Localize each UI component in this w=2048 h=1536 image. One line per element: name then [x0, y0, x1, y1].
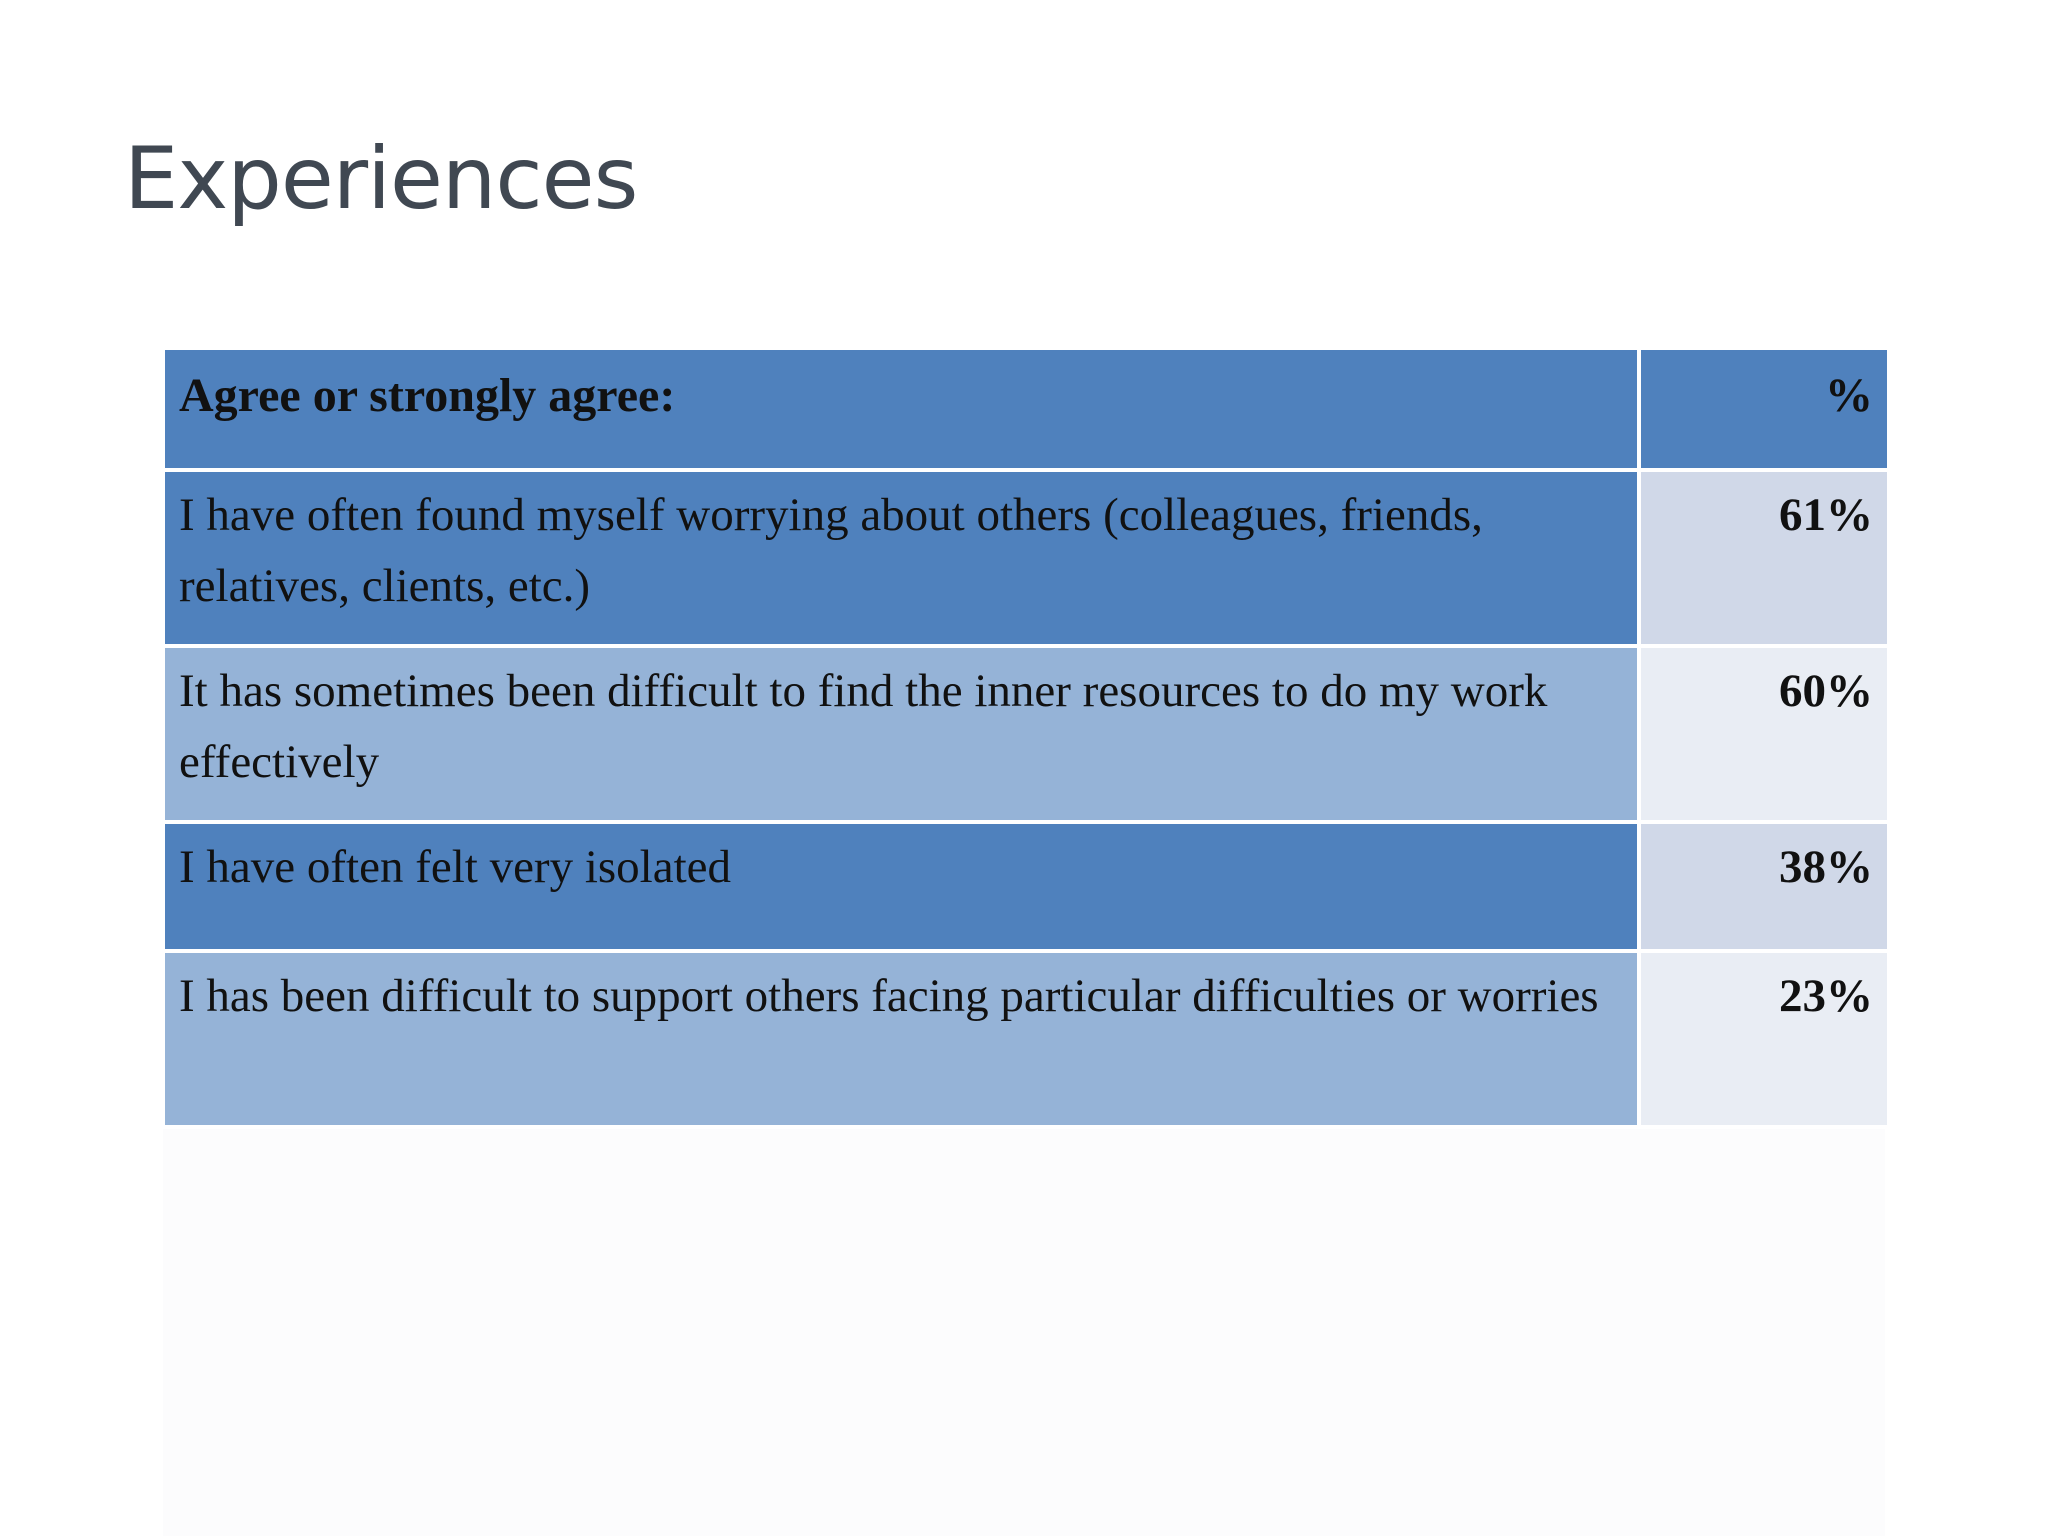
table-row: I have often felt very isolated 38%: [161, 820, 1891, 953]
percent-cell: 23%: [1637, 949, 1891, 1129]
header-statement-cell: Agree or strongly agree:: [161, 346, 1641, 472]
statement-cell: I have often found myself worrying about…: [161, 468, 1641, 648]
percent-cell: 38%: [1637, 820, 1891, 953]
slide-background-panel: [163, 1117, 1885, 1536]
percent-cell: 61%: [1637, 468, 1891, 648]
slide-title: Experiences: [124, 129, 638, 229]
statement-cell: It has sometimes been difficult to find …: [161, 644, 1641, 824]
table-row: It has sometimes been difficult to find …: [161, 644, 1891, 824]
header-percent-cell: %: [1637, 346, 1891, 472]
statement-cell: I has been difficult to support others f…: [161, 949, 1641, 1129]
table-row: I has been difficult to support others f…: [161, 949, 1891, 1129]
percent-cell: 60%: [1637, 644, 1891, 824]
table-header-row: Agree or strongly agree: %: [161, 346, 1891, 472]
experiences-table: Agree or strongly agree: % I have often …: [161, 346, 1891, 1129]
table-row: I have often found myself worrying about…: [161, 468, 1891, 648]
statement-cell: I have often felt very isolated: [161, 820, 1641, 953]
